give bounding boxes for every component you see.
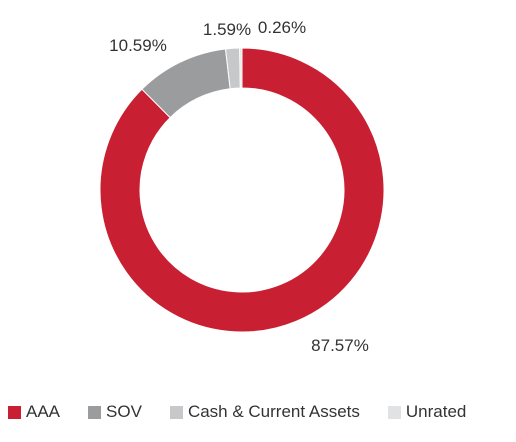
legend-item-sov: SOV — [88, 402, 142, 422]
legend-item-aaa: AAA — [8, 402, 60, 422]
legend: AAA SOV Cash & Current Assets Unrated — [8, 399, 466, 425]
legend-item-cash-current-assets: Cash & Current Assets — [169, 402, 360, 422]
data-label-aaa: 87.57% — [311, 336, 369, 355]
data-label-unrated: 0.26% — [258, 18, 306, 37]
slice-unrated — [239, 47, 243, 89]
legend-label: Cash & Current Assets — [187, 402, 360, 421]
legend-label: SOV — [106, 402, 142, 421]
legend-item-unrated: Unrated — [387, 402, 467, 422]
data-label-cash-current-assets: 1.59% — [203, 20, 251, 39]
legend-swatch — [8, 405, 21, 419]
legend-label: AAA — [26, 402, 61, 421]
slice-aaa — [99, 47, 385, 333]
legend-swatch — [88, 405, 102, 419]
legend-label: Unrated — [405, 402, 467, 421]
legend-swatch — [387, 405, 401, 419]
data-label-sov: 10.59% — [109, 36, 167, 55]
legend-swatch — [169, 405, 183, 419]
